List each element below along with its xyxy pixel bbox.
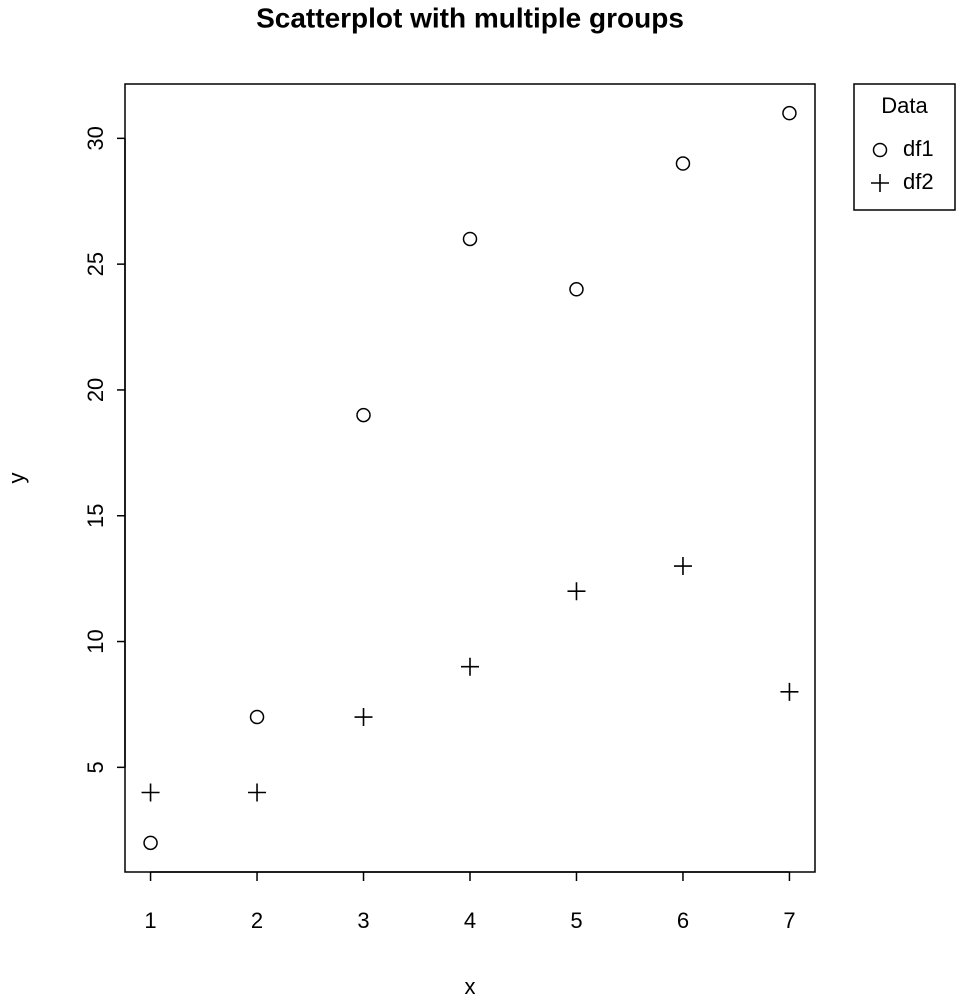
y-tick-label: 30 [83, 126, 108, 150]
point [780, 682, 799, 701]
y-axis-label: y [4, 473, 29, 484]
x-tick-label: 6 [677, 908, 689, 933]
point [675, 156, 691, 171]
legend-label: df1 [903, 136, 934, 161]
legend-title: Data [881, 93, 928, 118]
x-tick-label: 1 [144, 908, 156, 933]
legend-label: df2 [903, 169, 934, 194]
y-tick-label: 15 [83, 503, 108, 527]
point [248, 783, 267, 802]
chart-title: Scatterplot with multiple groups [256, 2, 684, 33]
point [143, 835, 158, 851]
legend-marker [872, 142, 888, 158]
y-tick-label: 5 [83, 761, 108, 773]
point [461, 657, 479, 676]
point [567, 582, 586, 601]
legend-box [853, 83, 956, 211]
y-tick-label: 10 [83, 629, 108, 653]
point [354, 708, 373, 727]
x-axis-label: x [465, 974, 476, 999]
plot-box [124, 83, 816, 873]
point [141, 783, 160, 802]
x-tick-label: 4 [464, 908, 476, 933]
point [356, 407, 371, 423]
x-tick-label: 5 [570, 908, 582, 933]
point [249, 709, 265, 725]
x-tick-label: 3 [357, 908, 369, 933]
point [673, 557, 692, 576]
point [782, 105, 797, 121]
point [462, 231, 478, 247]
legend-marker [871, 174, 889, 192]
x-tick-label: 7 [783, 908, 795, 933]
y-tick-label: 25 [83, 252, 108, 276]
y-tick-label: 20 [83, 378, 108, 402]
x-tick-label: 2 [251, 908, 263, 933]
point [569, 282, 584, 297]
